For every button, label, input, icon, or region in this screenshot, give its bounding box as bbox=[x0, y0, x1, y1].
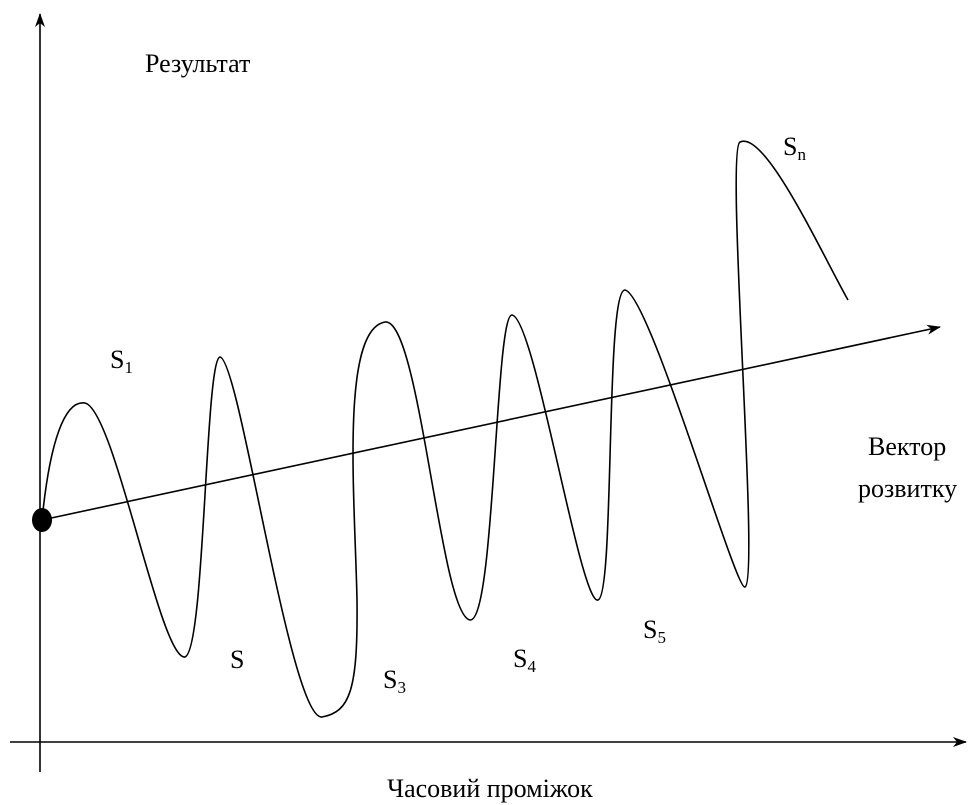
stage-label: Sn bbox=[783, 132, 806, 164]
stage-base: S bbox=[110, 345, 124, 374]
stage-sub: 1 bbox=[124, 358, 133, 377]
vector-label: розвитку bbox=[858, 474, 957, 503]
wave bbox=[41, 140, 849, 718]
vector-label: Вектор bbox=[868, 432, 946, 461]
stage-base: S bbox=[783, 132, 797, 161]
stage-label: S5 bbox=[643, 615, 666, 647]
stage-label: S4 bbox=[513, 644, 536, 676]
y-axis-label: Результат bbox=[145, 49, 250, 78]
development-vector bbox=[41, 324, 941, 521]
stage-base: S bbox=[643, 615, 657, 644]
stage-sub: 3 bbox=[397, 678, 406, 697]
stage-label: S bbox=[230, 645, 244, 674]
stage-sub: 4 bbox=[527, 657, 536, 676]
stage-base: S bbox=[383, 665, 397, 694]
stage-sub: n bbox=[797, 145, 806, 164]
stage-base: S bbox=[513, 644, 527, 673]
x-axis-label: Часовий проміжок bbox=[387, 774, 593, 803]
origin-dot bbox=[32, 508, 52, 532]
stage-label: S1 bbox=[110, 345, 133, 377]
stage-base: S bbox=[230, 645, 244, 674]
stage-sub: 5 bbox=[657, 628, 666, 647]
stage-label: S3 bbox=[383, 665, 406, 697]
